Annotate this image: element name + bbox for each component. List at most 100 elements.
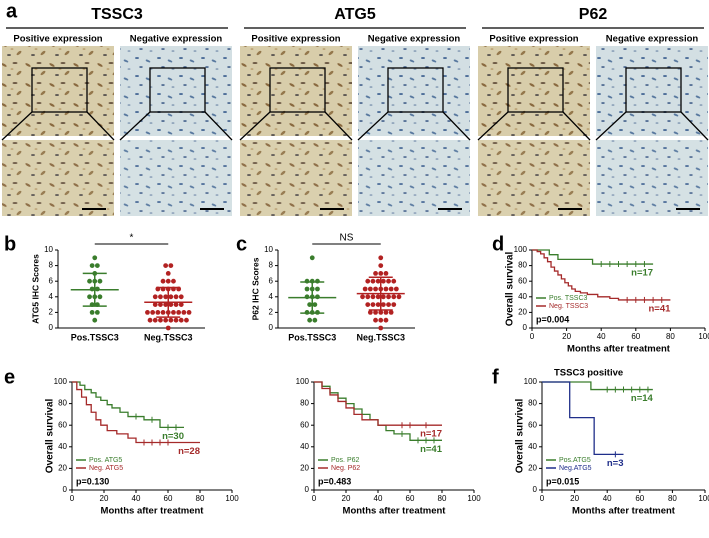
x-tick-label: Pos.TSSC3 (71, 332, 119, 342)
dot (184, 317, 189, 323)
x-axis-label: Months after treatment (101, 506, 205, 517)
p-value: p=0.004 (536, 314, 569, 324)
dot (380, 278, 386, 284)
y-tick-label: 8 (49, 261, 54, 270)
legend-label: Neg.ATG5 (559, 465, 592, 472)
dot (97, 278, 103, 284)
column-header: Negative expression (368, 34, 461, 45)
panel-letter: b (4, 233, 16, 255)
dot (375, 278, 381, 284)
p-value: p=0.130 (76, 476, 109, 486)
zoom-line (477, 111, 509, 141)
dot (163, 317, 169, 323)
y-tick-label: 4 (49, 292, 54, 301)
y-tick-label: 2 (269, 308, 274, 317)
dot (150, 310, 156, 315)
column-header: Positive expression (251, 34, 340, 45)
dot (165, 278, 171, 284)
n-label: n=3 (607, 458, 624, 469)
dot (304, 286, 310, 292)
n-label: n=41 (648, 303, 671, 314)
x-tick-label: 60 (164, 494, 173, 503)
dot (375, 302, 381, 307)
legend-label: Pos.ATG5 (559, 457, 591, 464)
panel-letter: a (6, 0, 18, 22)
x-tick-label: 0 (312, 494, 317, 503)
y-tick-label: 6 (49, 276, 54, 285)
x-tick-label: 100 (225, 494, 239, 503)
y-tick-label: 0 (305, 485, 310, 494)
zoom-line (357, 111, 389, 141)
dot (304, 278, 310, 284)
dot (163, 294, 169, 300)
y-axis-label: P62 IHC Scores (250, 257, 260, 320)
dot (367, 286, 373, 292)
x-tick-label: 0 (540, 494, 545, 503)
dot (362, 286, 368, 292)
dot (383, 271, 389, 276)
micrograph-zoom (120, 140, 232, 216)
y-tick-label: 100 (524, 377, 538, 386)
y-tick-label: 40 (528, 442, 537, 451)
y-tick-label: 10 (44, 245, 53, 254)
dot (370, 278, 376, 284)
dot (393, 286, 399, 292)
dot (383, 317, 389, 323)
dot (97, 294, 103, 300)
legend-label: Neg. ATG5 (89, 465, 123, 472)
n-label: n=41 (420, 444, 443, 455)
dot (315, 278, 320, 284)
zoom-line (239, 111, 271, 141)
survival-curve (542, 381, 653, 391)
dot (307, 317, 313, 323)
y-tick-label: 20 (528, 464, 537, 473)
x-tick-label: Neg.TSSC3 (356, 332, 405, 342)
dot (92, 317, 98, 323)
y-axis-label: Overall survival (505, 252, 516, 327)
p-value: p=0.483 (318, 476, 351, 486)
zoom-box (269, 67, 326, 113)
n-label: n=28 (178, 446, 200, 457)
survival-curve (72, 381, 184, 429)
x-axis-label: Months after treatment (572, 506, 676, 517)
x-tick-label: 80 (668, 494, 677, 503)
x-tick-label: 0 (70, 494, 75, 503)
dot (391, 278, 397, 284)
x-tick-label: 80 (438, 494, 447, 503)
dot (367, 310, 373, 315)
y-tick-label: 40 (518, 292, 527, 301)
zoom-box (387, 67, 444, 113)
dot (373, 286, 378, 292)
panel-letter: e (4, 366, 15, 388)
x-tick-label: 80 (666, 332, 675, 341)
x-tick-label: 60 (406, 494, 415, 503)
dot (181, 310, 187, 315)
micrograph-zoom (596, 140, 708, 216)
dot (178, 302, 184, 307)
dot (89, 286, 95, 292)
dot (383, 286, 389, 292)
dot (171, 310, 176, 315)
survival-curve (72, 381, 200, 444)
group-title: P62 (579, 6, 608, 23)
dot (373, 310, 378, 315)
dot (152, 317, 158, 323)
dot (386, 294, 391, 300)
y-tick-label: 20 (300, 464, 309, 473)
y-tick-label: 100 (296, 377, 310, 386)
survival-curve (542, 381, 624, 456)
zoom-line (86, 111, 115, 141)
dot (158, 302, 163, 307)
n-label: n=30 (162, 431, 184, 442)
y-tick-label: 100 (514, 245, 528, 254)
y-tick-label: 20 (518, 308, 527, 317)
zoom-box (625, 67, 682, 113)
legend-label: Neg. P62 (331, 465, 360, 472)
dot (304, 310, 310, 315)
y-tick-label: 8 (269, 261, 274, 270)
significance: * (130, 233, 134, 244)
y-tick-label: 4 (269, 292, 274, 301)
dot (365, 278, 371, 284)
dot (178, 294, 184, 300)
